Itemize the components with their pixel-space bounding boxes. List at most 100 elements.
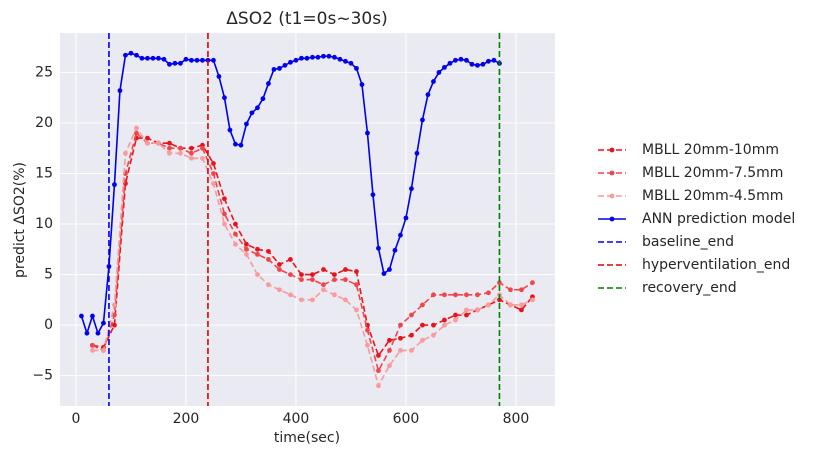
data-point [161, 56, 167, 62]
x-tick-label: 200 [173, 411, 200, 427]
legend-marker [609, 170, 615, 176]
data-point [508, 302, 513, 308]
data-point [244, 246, 249, 252]
data-point [288, 272, 293, 277]
plot-area [60, 33, 555, 406]
data-point [310, 277, 315, 283]
data-point [337, 56, 343, 62]
data-point [238, 142, 244, 148]
data-point [431, 292, 436, 298]
legend-label: recovery_end [642, 280, 737, 296]
data-point [447, 60, 453, 66]
data-point [222, 95, 227, 101]
data-point [436, 70, 442, 75]
data-point [464, 57, 469, 63]
data-point [189, 155, 194, 161]
data-point [321, 282, 326, 288]
data-point [343, 267, 348, 272]
x-tick-label: 600 [393, 411, 420, 427]
data-point [299, 272, 304, 277]
data-point [530, 280, 535, 286]
data-point [398, 348, 403, 353]
data-point [453, 312, 458, 318]
data-point [464, 307, 469, 313]
data-point [409, 348, 414, 353]
data-point [332, 277, 337, 283]
data-point [315, 54, 321, 60]
data-point [431, 322, 436, 328]
data-point [211, 171, 216, 176]
data-point [458, 56, 464, 62]
data-point [233, 241, 238, 247]
data-point [90, 342, 95, 348]
data-point [139, 55, 145, 61]
data-point [233, 231, 238, 237]
data-point [211, 181, 216, 187]
data-point [519, 287, 524, 293]
data-point [491, 57, 497, 63]
data-point [178, 145, 183, 151]
legend-marker [609, 193, 615, 199]
data-point [299, 277, 304, 283]
legend-label: hyperventilation_end [642, 257, 790, 273]
data-point [420, 302, 425, 308]
legend-marker [609, 216, 615, 222]
data-point [354, 269, 359, 274]
data-point [178, 60, 183, 66]
data-point [376, 353, 381, 358]
data-point [365, 342, 370, 348]
chart-title: ΔSO2 (t1=0s~30s) [226, 9, 387, 29]
data-point [486, 302, 491, 308]
data-point [321, 287, 326, 293]
data-point [475, 307, 480, 313]
data-point [112, 312, 117, 318]
data-point [348, 60, 354, 66]
data-point [266, 282, 271, 288]
data-point [365, 130, 370, 136]
data-point [79, 313, 84, 319]
data-point [222, 196, 227, 202]
data-point [304, 55, 310, 61]
data-point [497, 280, 502, 286]
x-tick-label: 0 [71, 411, 80, 427]
data-point [398, 335, 403, 341]
y-tick-label: 25 [35, 64, 53, 80]
y-tick-label: −5 [32, 368, 53, 384]
y-tick-label: 5 [44, 267, 53, 283]
data-point [112, 182, 117, 188]
data-point [244, 241, 249, 247]
data-point [255, 246, 260, 252]
data-point [200, 145, 205, 151]
y-tick-label: 0 [44, 317, 53, 333]
data-point [370, 192, 376, 198]
data-point [222, 211, 227, 217]
data-point [425, 92, 431, 98]
data-point [101, 348, 106, 353]
data-point [106, 264, 112, 269]
data-point [156, 55, 161, 61]
data-point [244, 251, 249, 257]
data-point [183, 56, 189, 62]
data-point [145, 55, 150, 61]
data-point [530, 297, 535, 303]
data-point [387, 348, 392, 353]
data-point [475, 292, 480, 298]
data-point [200, 57, 205, 63]
data-point [343, 277, 348, 283]
data-point [332, 272, 337, 277]
data-point [480, 61, 486, 67]
legend-label: baseline_end [642, 234, 734, 250]
data-point [156, 140, 161, 146]
legend-label: MBLL 20mm-7.5mm [642, 165, 783, 181]
data-point [453, 292, 458, 298]
data-point [266, 248, 271, 254]
data-point [167, 61, 172, 67]
data-point [299, 55, 304, 61]
data-point [117, 88, 123, 94]
data-point [343, 58, 348, 64]
data-point [310, 54, 315, 60]
data-point [233, 141, 238, 147]
data-point [398, 322, 403, 328]
data-point [387, 267, 392, 272]
data-point [260, 96, 266, 102]
